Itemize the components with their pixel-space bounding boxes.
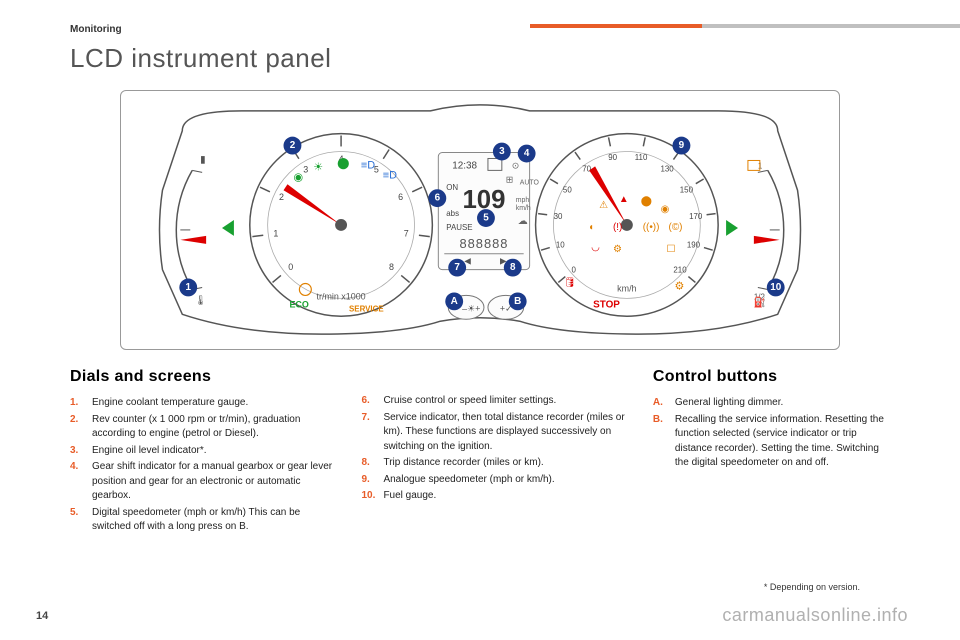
svg-text:◉: ◉ [661, 204, 670, 215]
svg-text:1: 1 [186, 282, 192, 293]
service-label: SERVICE [349, 304, 384, 313]
instrument-panel-diagram: ▮ 🌡 1 1/2 ⛽ 012345678 [120, 90, 840, 350]
svg-text:(©): (©) [669, 222, 683, 233]
svg-text:AUTO: AUTO [520, 179, 540, 186]
svg-text:☁: ☁ [518, 216, 528, 227]
fuel-icon: ⛽ [754, 296, 766, 308]
svg-text:30: 30 [554, 212, 563, 221]
svg-text:7: 7 [454, 262, 460, 273]
svg-text:≡D: ≡D [383, 169, 397, 181]
svg-text:abs: abs [446, 209, 459, 218]
svg-text:⬤: ⬤ [641, 196, 652, 207]
svg-text:⊞: ⊞ [506, 174, 513, 184]
svg-text:A: A [451, 296, 458, 307]
svg-text:210: 210 [673, 266, 687, 275]
list-item: 7.Service indicator, then total distance… [361, 411, 624, 455]
svg-text:⊙: ⊙ [512, 160, 519, 170]
svg-text:8: 8 [510, 262, 516, 273]
svg-text:170: 170 [689, 212, 703, 221]
svg-text:⬤: ⬤ [337, 157, 349, 169]
svg-text:▲: ▲ [619, 194, 629, 205]
svg-text:150: 150 [680, 185, 694, 194]
svg-text:2: 2 [290, 140, 296, 151]
list-item: 8.Trip distance recorder (miles or km). [361, 456, 624, 471]
svg-text:9: 9 [679, 140, 685, 151]
svg-text:90: 90 [608, 153, 617, 162]
instrument-panel-svg: ▮ 🌡 1 1/2 ⛽ 012345678 [121, 91, 839, 349]
svg-text:110: 110 [635, 153, 648, 162]
svg-text:(!): (!) [613, 222, 622, 233]
svg-text:≡D: ≡D [361, 159, 375, 171]
svg-text:888888: 888888 [459, 236, 508, 251]
list-item: 6.Cruise control or speed limiter settin… [361, 394, 624, 409]
svg-text:◉: ◉ [293, 171, 303, 183]
svg-text:10: 10 [556, 240, 565, 249]
footnote: * Depending on version. [764, 582, 860, 592]
oil-icon: 🛢 [563, 276, 576, 288]
svg-text:–☀+: –☀+ [462, 303, 480, 313]
svg-text:7: 7 [404, 229, 409, 239]
svg-text:0: 0 [288, 262, 293, 272]
engine-icon: ⚙ [674, 280, 684, 292]
svg-text:☀: ☀ [313, 161, 323, 173]
svg-text:PAUSE: PAUSE [446, 223, 472, 232]
dials-col-1: Dials and screens 1.Engine coolant tempe… [70, 368, 333, 537]
svg-text:⚙: ⚙ [613, 244, 622, 255]
eco-label: ECO [289, 299, 308, 309]
svg-text:6: 6 [435, 193, 441, 204]
svg-text:50: 50 [563, 185, 572, 194]
svg-text:1: 1 [758, 161, 763, 170]
svg-text:70: 70 [582, 164, 591, 173]
svg-text:◐: ◐ [589, 222, 595, 233]
list-item: 10.Fuel gauge. [361, 489, 624, 504]
speedo-unit: km/h [617, 283, 636, 293]
controls-col: Control buttons A.General lighting dimme… [653, 368, 890, 537]
page: Monitoring LCD instrument panel ▮ 🌡 [0, 0, 960, 640]
dials-col-2: 6.Cruise control or speed limiter settin… [361, 368, 624, 537]
svg-text:mph: mph [516, 197, 530, 204]
svg-text:10: 10 [770, 282, 782, 293]
svg-text:1: 1 [273, 229, 278, 239]
svg-text:B: B [514, 296, 521, 307]
svg-text:⚠: ⚠ [599, 200, 608, 211]
svg-text:4: 4 [524, 148, 530, 159]
tachometer: 012345678 tr/min x1000 ECO SERVICE ◉ ☀ ⬤… [250, 134, 433, 317]
list-item: 4.Gear shift indicator for a manual gear… [70, 460, 333, 504]
svg-text:8: 8 [389, 262, 394, 272]
svg-text:3: 3 [303, 165, 308, 175]
svg-text:km/h: km/h [516, 205, 531, 212]
svg-text:2: 2 [279, 192, 284, 202]
watermark: carmanualsonline.info [722, 605, 908, 626]
list-item: 9.Analogue speedometer (mph or km/h). [361, 473, 624, 488]
speedometer: 01030507090110130150170190210 km/h STOP … [536, 134, 719, 317]
svg-text:190: 190 [687, 240, 701, 249]
list-item: 3.Engine oil level indicator*. [70, 444, 333, 459]
svg-text:6: 6 [398, 192, 403, 202]
list-item: 2.Rev counter (x 1 000 rpm or tr/min), g… [70, 413, 333, 442]
page-title: LCD instrument panel [70, 43, 890, 74]
temp-icon: 🌡 [194, 294, 207, 306]
svg-text:◡: ◡ [591, 242, 600, 253]
list-item: 5.Digital speedometer (mph or km/h) This… [70, 506, 333, 535]
dials-heading: Dials and screens [70, 368, 333, 386]
stop-label: STOP [593, 299, 620, 310]
controls-heading: Control buttons [653, 368, 890, 386]
svg-text:3: 3 [499, 146, 505, 157]
list-item: A.General lighting dimmer. [653, 396, 890, 411]
svg-text:((•)): ((•)) [643, 222, 660, 233]
svg-text:☐: ☐ [667, 244, 676, 255]
page-number: 14 [36, 610, 48, 622]
description-columns: Dials and screens 1.Engine coolant tempe… [70, 368, 890, 537]
lcd-time: 12:38 [452, 160, 477, 171]
svg-text:5: 5 [483, 213, 489, 224]
svg-text:0: 0 [572, 266, 577, 275]
svg-text:130: 130 [660, 164, 674, 173]
header-accent-bar [530, 24, 960, 28]
list-item: 1.Engine coolant temperature gauge. [70, 396, 333, 411]
svg-text:▮: ▮ [200, 154, 205, 165]
tach-unit: tr/min x1000 [317, 291, 366, 301]
list-item: B.Recalling the service information. Res… [653, 413, 890, 471]
svg-text:ON: ON [446, 183, 458, 192]
